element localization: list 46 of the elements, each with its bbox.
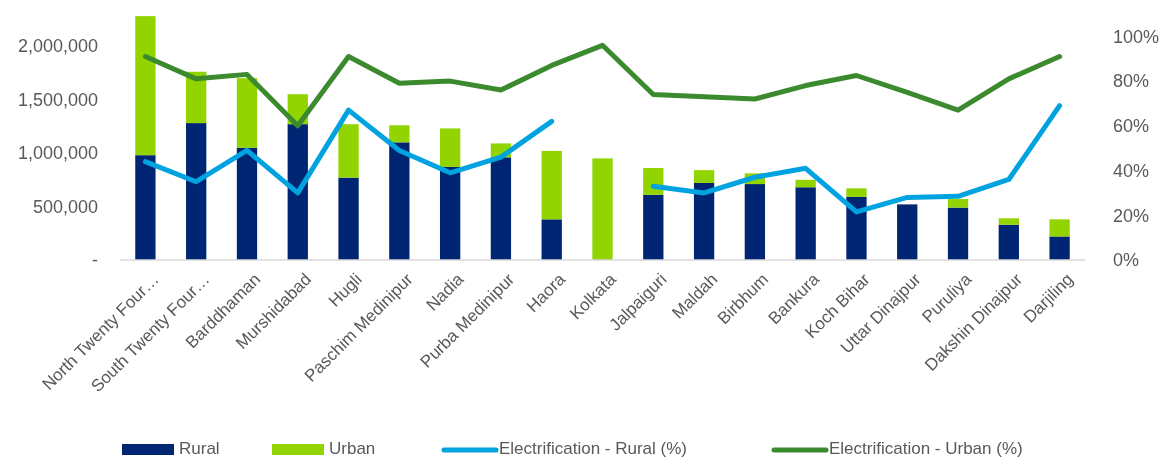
y-tick-label: 2,000,000	[17, 36, 98, 57]
bar	[439, 166, 461, 260]
bar	[643, 194, 664, 260]
bar	[135, 16, 156, 156]
legend-label: Electrification - Rural (%)	[499, 439, 687, 458]
bar	[1049, 219, 1070, 237]
y-tick-label: -	[92, 250, 98, 271]
y2-tick-label: 20%	[1113, 205, 1150, 226]
bar	[236, 147, 258, 260]
bar	[389, 142, 410, 260]
y-tick-label: 1,500,000	[17, 89, 98, 110]
bar	[947, 207, 969, 260]
bar	[236, 78, 258, 148]
y-tick-label: 1,000,000	[17, 143, 98, 164]
bar	[998, 224, 1019, 260]
bar	[897, 204, 918, 260]
legend-label: Electrification - Urban (%)	[829, 439, 1023, 458]
bar	[490, 157, 512, 260]
bar	[287, 124, 308, 260]
bar	[744, 184, 766, 260]
bar	[389, 125, 410, 143]
bar	[541, 150, 562, 220]
y2-tick-label: 80%	[1113, 71, 1150, 92]
y2-tick-label: 100%	[1113, 26, 1160, 47]
bar	[135, 155, 156, 260]
bar	[186, 123, 207, 260]
bar	[693, 170, 715, 183]
bar	[338, 124, 359, 178]
y-tick-label: 500,000	[32, 196, 98, 217]
bar	[947, 199, 969, 208]
bar	[998, 218, 1019, 225]
bar	[592, 158, 613, 260]
legend-label: Rural	[179, 439, 220, 458]
bar	[795, 187, 816, 260]
bar	[795, 179, 816, 188]
bar	[1049, 236, 1070, 260]
bar	[338, 177, 359, 260]
legend-label: Urban	[329, 439, 376, 458]
y2-tick-label: 0%	[1113, 250, 1140, 271]
y2-tick-label: 40%	[1113, 160, 1150, 181]
bar	[541, 219, 562, 260]
bar	[846, 196, 867, 260]
bar	[846, 188, 867, 197]
bar	[693, 182, 715, 260]
y2-tick-label: 60%	[1113, 116, 1150, 137]
bar	[439, 128, 461, 167]
